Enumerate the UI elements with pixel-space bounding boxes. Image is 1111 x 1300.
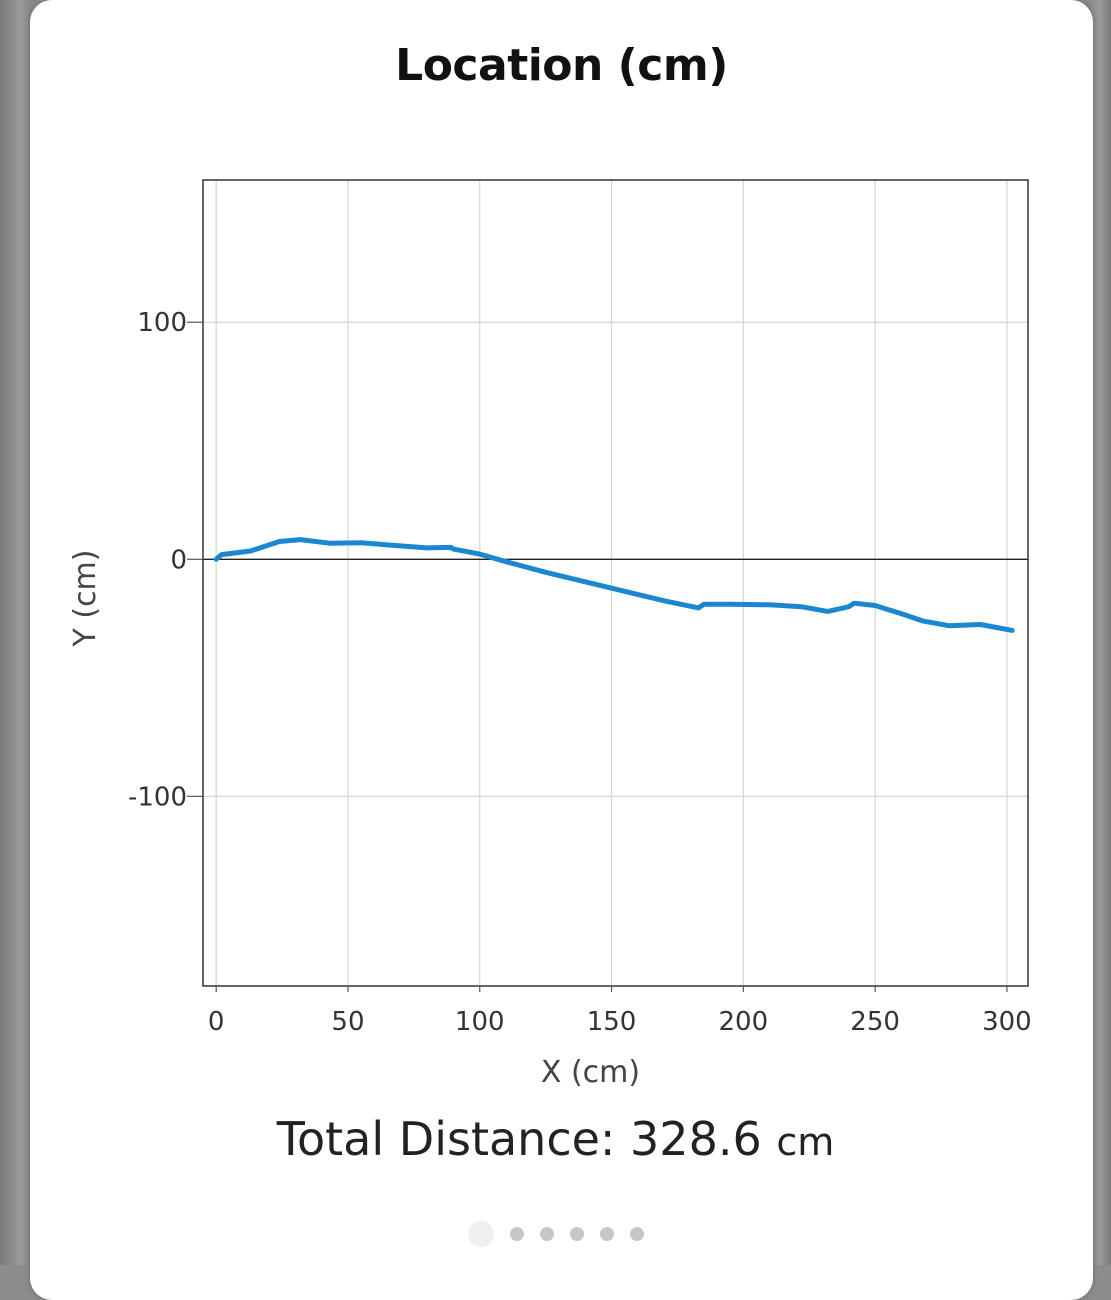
- x-tick-label: 100: [455, 1007, 505, 1037]
- path-series-line: [213, 537, 1015, 633]
- x-tick-label: 250: [850, 1007, 900, 1037]
- chart-card: Location (cm): [30, 0, 1093, 1300]
- x-axis-label: X (cm): [541, 1055, 640, 1090]
- y-tick-label: 0: [170, 545, 187, 575]
- page-dot[interactable]: [569, 1227, 584, 1241]
- y-tick-label: 100: [137, 308, 187, 338]
- total-distance-value: Total Distance: 328.6: [276, 1112, 762, 1166]
- page-dot[interactable]: [509, 1227, 524, 1241]
- total-distance-unit: cm: [776, 1120, 835, 1164]
- plot-frame: [202, 179, 1029, 987]
- page-dot[interactable]: [629, 1227, 644, 1241]
- x-tick-label: 0: [208, 1007, 225, 1037]
- page-dot[interactable]: [599, 1227, 614, 1241]
- x-tick-label: 50: [331, 1007, 364, 1037]
- x-tick-label: 300: [982, 1007, 1032, 1037]
- page-dot[interactable]: [467, 1221, 494, 1247]
- location-chart: 0 50 100 150 200 250 300 100 0 -100 X (cm) Y (cm): [68, 179, 1032, 1090]
- x-tick-label: 150: [587, 1007, 637, 1037]
- y-tick-label: -100: [128, 782, 187, 812]
- total-distance: Total Distance: 328.6 cm: [0, 1112, 1111, 1166]
- y-axis-label: Y (cm): [68, 550, 103, 648]
- page-dot[interactable]: [539, 1227, 554, 1241]
- chart-title: Location (cm): [395, 40, 728, 91]
- page-indicator[interactable]: [0, 1221, 1111, 1247]
- x-tick-label: 200: [719, 1007, 769, 1037]
